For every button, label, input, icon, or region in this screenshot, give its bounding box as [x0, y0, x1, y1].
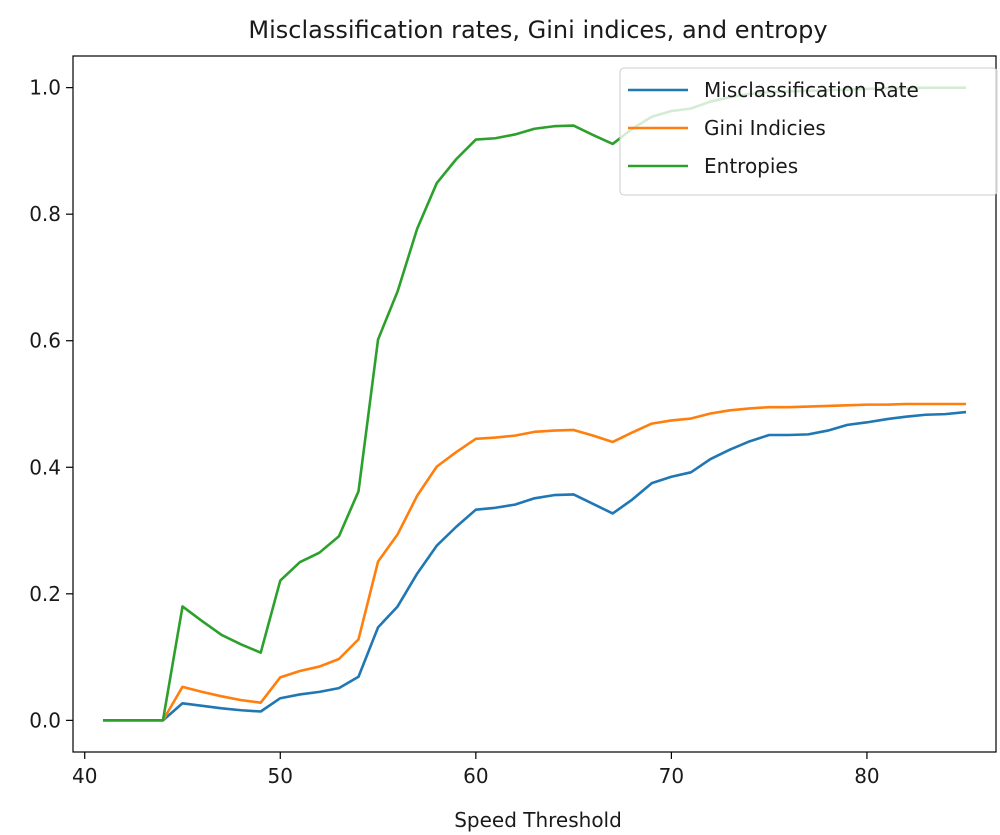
chart-title: Misclassification rates, Gini indices, a… [248, 16, 827, 44]
y-tick-label-0: 0.0 [29, 708, 61, 732]
y-tick-label-4: 0.8 [29, 202, 61, 226]
y-tick-label-1: 0.2 [29, 582, 61, 606]
legend: Misclassification Rate Gini Indicies Entro… [619, 67, 998, 196]
legend-label-1: Gini Indicies [704, 116, 826, 140]
x-tick-label-0: 40 [72, 764, 97, 788]
y-tick-label-5: 1.0 [29, 76, 61, 100]
series-line-1 [102, 402, 967, 722]
x-tick-label-4: 80 [854, 764, 879, 788]
series-line-0 [102, 410, 967, 722]
y-axis: 0.0 0.2 0.4 0.6 0.8 1.0 [29, 76, 73, 732]
plot-frame [72, 55, 997, 753]
y-tick-label-3: 0.6 [29, 329, 61, 353]
x-axis-label: Speed Threshold [454, 808, 622, 832]
y-tick-label-2: 0.4 [29, 455, 61, 479]
legend-box [619, 67, 998, 196]
legend-label-2: Entropies [704, 154, 798, 178]
x-tick-label-1: 50 [268, 764, 293, 788]
legend-label-0: Misclassification Rate [704, 78, 919, 102]
x-tick-label-2: 60 [463, 764, 488, 788]
x-axis: 40 50 60 70 80 [72, 752, 880, 788]
x-tick-label-3: 70 [659, 764, 684, 788]
